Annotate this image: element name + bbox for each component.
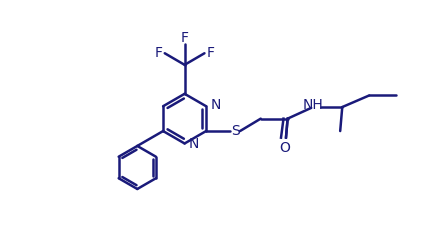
Text: F: F xyxy=(181,31,189,45)
Text: N: N xyxy=(210,98,221,112)
Text: N: N xyxy=(189,137,199,151)
Text: NH: NH xyxy=(303,98,324,112)
Text: O: O xyxy=(279,141,290,155)
Text: F: F xyxy=(207,46,214,60)
Text: F: F xyxy=(154,46,162,60)
Text: S: S xyxy=(231,124,239,138)
